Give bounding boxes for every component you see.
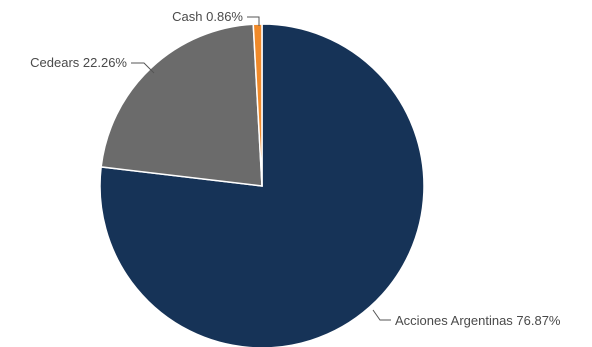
pie-slices [99,23,425,347]
leader-line-cedears [131,62,155,74]
slice-cash [252,23,263,187]
slice-label-cedears: Cedears 22.26% [30,55,155,74]
leader-line-acciones-argentinas [372,309,391,321]
slice-label-text-acciones-argentinas: Acciones Argentinas 76.87% [395,313,561,328]
slice-cedears [100,23,263,187]
slice-label-text-cedears: Cedears 22.26% [30,55,127,70]
slice-label-acciones-argentinas: Acciones Argentinas 76.87% [372,309,561,328]
slice-label-cash: Cash 0.86% [172,9,260,26]
leader-line-cash [247,16,260,26]
slice-label-text-cash: Cash 0.86% [172,9,243,24]
